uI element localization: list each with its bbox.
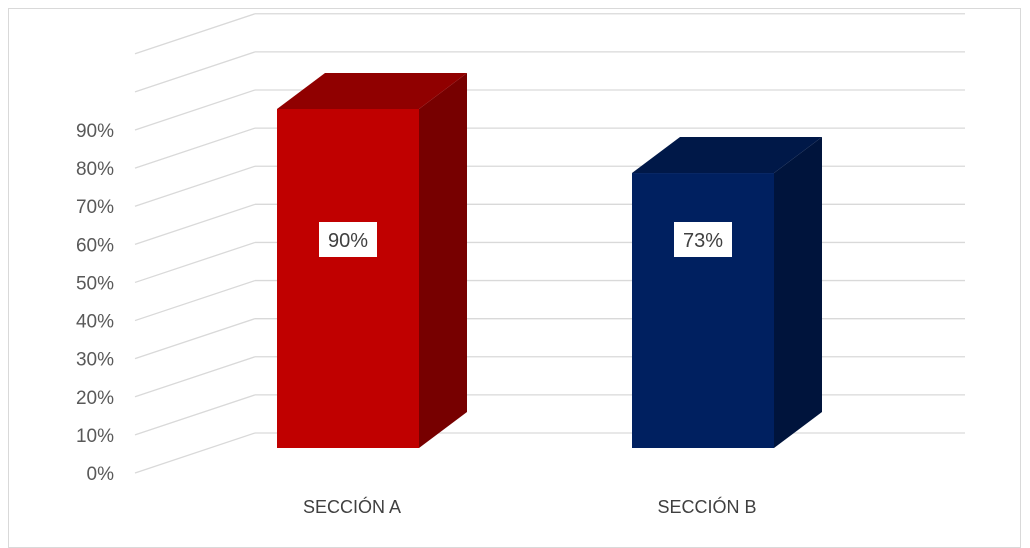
gridline-side <box>134 13 256 55</box>
gridline-side <box>134 356 256 398</box>
gridline-side <box>134 165 256 207</box>
data-label-text: 90% <box>328 230 368 252</box>
gridline-side <box>134 279 256 322</box>
gridline-side <box>134 318 256 360</box>
x-category-label: SECCIÓN A <box>303 496 401 517</box>
bar-side-face <box>419 73 467 448</box>
y-tick-label: 60% <box>76 235 114 256</box>
gridline-side <box>134 432 256 474</box>
data-labels: 90% 73% <box>319 222 732 257</box>
gridline-side <box>134 51 256 93</box>
x-category-label: SECCIÓN B <box>657 496 756 517</box>
y-tick-label: 70% <box>76 197 114 218</box>
y-axis-tick-labels: 0% 10% 20% 30% 40% 50% 60% 70% 80% 90% <box>76 121 114 485</box>
y-tick-label: 40% <box>76 312 114 333</box>
data-label-box <box>319 222 377 257</box>
data-label-box <box>674 222 732 257</box>
bar-top-face <box>632 137 822 174</box>
bar-2 <box>632 137 822 449</box>
y-tick-label: 0% <box>87 464 115 485</box>
gridline-side <box>134 127 256 169</box>
bar-1 <box>277 73 467 448</box>
y-tick-label: 80% <box>76 159 114 180</box>
y-tick-label: 30% <box>76 350 114 371</box>
x-axis-category-labels: SECCIÓN A SECCIÓN B <box>303 496 757 517</box>
data-label-2: 73% <box>674 222 732 257</box>
gridline-side <box>134 394 256 436</box>
gridline-side <box>134 203 256 245</box>
bar-top-face <box>277 73 467 109</box>
y-tick-label: 10% <box>76 426 114 447</box>
bar-side-face <box>774 137 822 449</box>
data-label-1: 90% <box>319 222 377 257</box>
gridline-side <box>134 241 256 284</box>
gridline-side <box>134 89 256 131</box>
bar-front-face <box>277 109 419 448</box>
data-label-text: 73% <box>683 230 723 252</box>
gridlines <box>134 13 965 474</box>
y-tick-label: 20% <box>76 388 114 409</box>
bar-front-face <box>632 173 774 449</box>
y-tick-label: 90% <box>76 121 114 142</box>
y-tick-label: 50% <box>76 273 114 294</box>
bars <box>277 73 822 449</box>
